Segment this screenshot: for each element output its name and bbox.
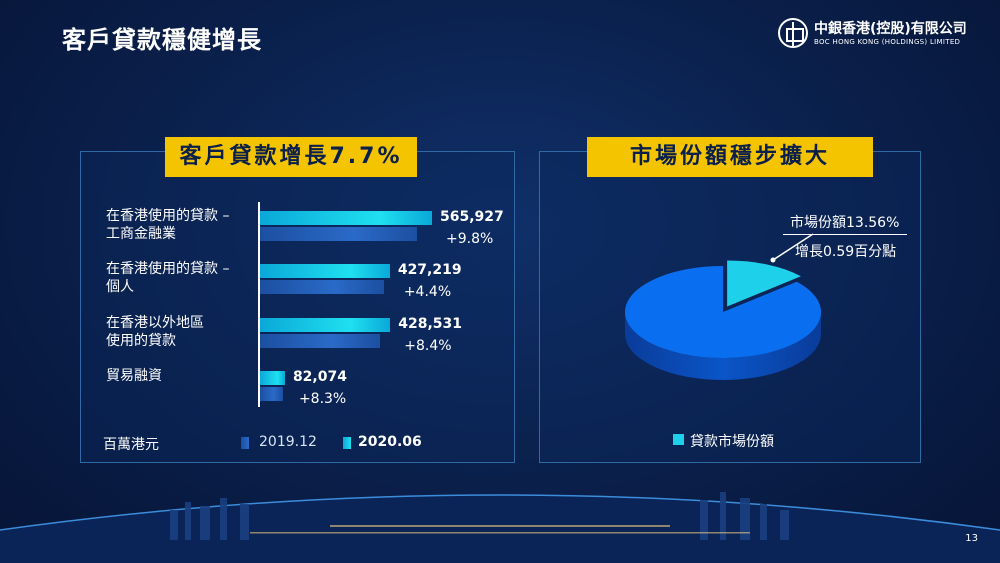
pie-side bbox=[625, 312, 821, 380]
city-skyline-decoration bbox=[0, 470, 1000, 563]
company-logo: 中銀香港(控股)有限公司 BOC HONG KONG (HOLDINGS) LI… bbox=[778, 18, 978, 54]
slide-title: 客戶貸款穩健增長 bbox=[62, 26, 262, 54]
bar-growth-label: +4.4% bbox=[403, 284, 452, 300]
bar-value-label: 427,219 bbox=[397, 262, 462, 278]
bar-2020-06 bbox=[260, 371, 285, 385]
bar-growth-label: +9.8% bbox=[446, 231, 494, 247]
legend-swatch-2020 bbox=[343, 437, 351, 449]
bar-chart-axis bbox=[258, 202, 260, 407]
bar-category-label-line: 工商金融業 bbox=[106, 226, 176, 242]
bar-value-label: 82,074 bbox=[292, 369, 347, 385]
page-number: 13 bbox=[965, 533, 978, 544]
bar-growth-label: +8.3% bbox=[298, 391, 347, 407]
market-share-pie bbox=[625, 260, 821, 380]
bar-2019-12 bbox=[260, 227, 417, 241]
pie-slice-loan-market-share bbox=[727, 260, 801, 307]
unit-label: 百萬港元 bbox=[103, 437, 159, 453]
legend-label-2020: 2020.06 bbox=[358, 434, 422, 450]
bar-category-label-line: 在香港使用的貸款 – bbox=[106, 208, 230, 224]
bar-2020-06 bbox=[260, 211, 432, 225]
bar-value-label: 428,531 bbox=[398, 316, 462, 332]
pie-side-band bbox=[625, 312, 821, 380]
bar-value-label: 565,927 bbox=[440, 209, 504, 225]
bar-category-label: 在香港使用的貸款 – 個人 bbox=[106, 260, 256, 296]
loan-growth-banner: 客戶貸款增長7.7% bbox=[165, 137, 417, 177]
callout-underline bbox=[783, 234, 907, 235]
bar-category-label-line: 貿易融資 bbox=[106, 368, 162, 384]
bar-category-label: 在香港以外地區 使用的貸款 bbox=[106, 314, 256, 350]
legend-label-2019: 2019.12 bbox=[259, 434, 317, 450]
market-share-panel bbox=[539, 151, 921, 463]
logo-english-name: BOC HONG KONG (HOLDINGS) LIMITED bbox=[814, 38, 961, 46]
legend-swatch-2019 bbox=[241, 437, 249, 449]
bar-2020-06 bbox=[260, 264, 390, 278]
bar-category-label-line: 在香港使用的貸款 – bbox=[106, 261, 230, 277]
bar-category-label: 在香港使用的貸款 – 工商金融業 bbox=[106, 207, 256, 243]
bar-2019-12 bbox=[260, 387, 284, 401]
market-share-callout: 市場份額13.56% bbox=[790, 215, 900, 231]
bar-growth-label: +8.4% bbox=[404, 338, 452, 354]
boc-logo-icon bbox=[778, 18, 808, 48]
market-share-growth-callout: 增長0.59百分點 bbox=[795, 244, 897, 260]
legend-label-market-share: 貸款市場份額 bbox=[690, 434, 774, 450]
bar-category-label-line: 使用的貸款 bbox=[106, 333, 176, 349]
bar-2019-12 bbox=[260, 334, 381, 348]
bar-category-label: 貿易融資 bbox=[106, 367, 256, 385]
bar-2020-06 bbox=[260, 318, 391, 332]
callout-leader-line bbox=[770, 233, 814, 263]
market-share-banner: 市場份額穩步擴大 bbox=[587, 137, 873, 177]
bar-2019-12 bbox=[260, 280, 385, 294]
bar-category-label-line: 個人 bbox=[106, 279, 134, 295]
pie-slice-other bbox=[625, 266, 821, 358]
legend-swatch-market-share bbox=[673, 434, 684, 445]
logo-chinese-name: 中銀香港(控股)有限公司 bbox=[814, 21, 967, 37]
bar-category-label-line: 在香港以外地區 bbox=[106, 315, 204, 331]
loan-growth-panel bbox=[80, 151, 515, 463]
